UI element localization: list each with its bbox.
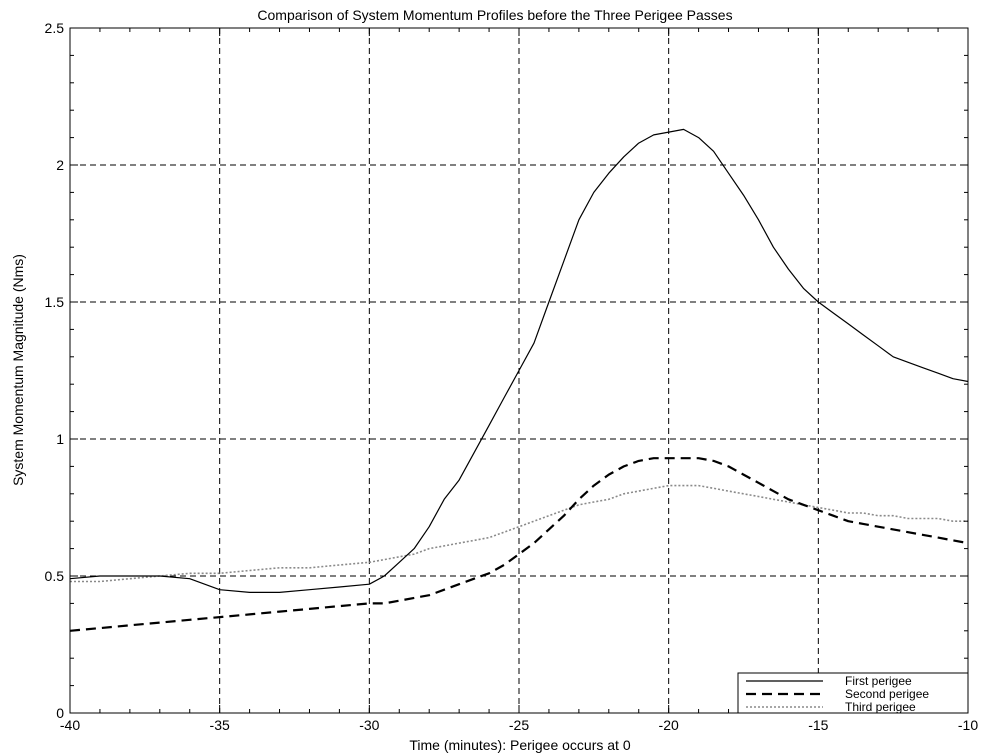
series-line-first-perigee: [69, 128, 969, 594]
legend-box: [737, 672, 969, 714]
x-tick-label: -15: [808, 717, 828, 733]
x-tick-label: -35: [210, 717, 230, 733]
x-tick-label: -40: [60, 717, 80, 733]
y-tick-label: 2: [56, 157, 64, 173]
series-line-second-perigee: [69, 457, 969, 632]
y-tick-label: 1: [56, 431, 64, 447]
legend-label-second-perigee: Second perigee: [845, 687, 929, 701]
x-tick-label: -20: [659, 717, 679, 733]
x-tick-labels: -40 -35 -30 -25 -20 -15 -10: [60, 717, 978, 733]
x-tick-label: -25: [509, 717, 529, 733]
y-axis-label: System Momentum Magnitude (Nms): [10, 254, 26, 486]
y-tick-label: 1.5: [45, 294, 65, 310]
series-line-third-perigee: [70, 484, 968, 583]
y-tick-label: 0.5: [45, 568, 65, 584]
legend-label-first-perigee: First perigee: [845, 674, 912, 688]
x-tick-label: -30: [359, 717, 379, 733]
axis-ticks: [69, 27, 969, 714]
x-axis-label: Time (minutes): Perigee occurs at 0: [409, 737, 630, 753]
x-tick-label: -10: [958, 717, 978, 733]
legend-label-third-perigee: Third perigee: [845, 700, 916, 714]
y-tick-labels: 0 0.5 1 1.5 2 2.5: [45, 20, 65, 721]
chart-title: Comparison of System Momentum Profiles b…: [257, 7, 732, 23]
series-group: [69, 128, 969, 632]
y-tick-label: 2.5: [45, 20, 65, 36]
y-tick-label: 0: [56, 705, 64, 721]
legend: First perigee Second perigee Third perig…: [737, 672, 969, 714]
